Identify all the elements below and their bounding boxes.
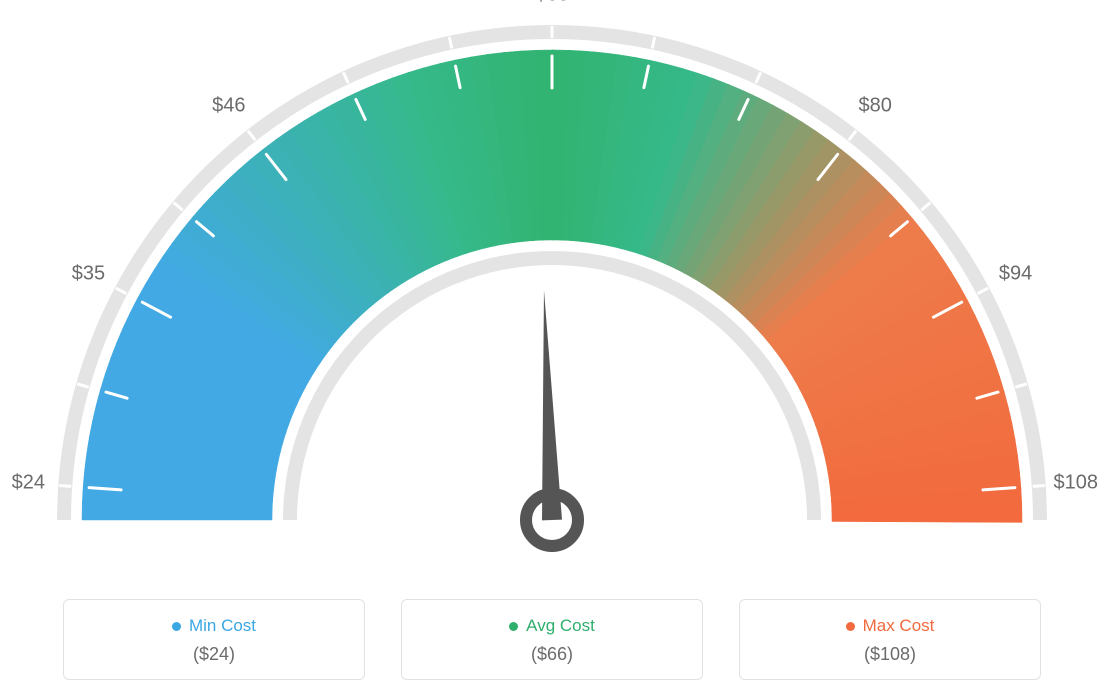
legend-card-avg: Avg Cost ($66) xyxy=(401,599,703,680)
legend-label-avg: Avg Cost xyxy=(526,616,595,636)
gauge-tick-label: $35 xyxy=(72,262,105,285)
gauge-chart: $24 $35 $46 $66 $80 $94 $108 xyxy=(0,0,1104,560)
gauge-tick-label: $108 xyxy=(1053,472,1098,495)
legend-dot-min xyxy=(172,622,181,631)
legend-dot-max xyxy=(846,622,855,631)
legend-card-max: Max Cost ($108) xyxy=(739,599,1041,680)
legend-title-avg: Avg Cost xyxy=(509,616,595,636)
gauge-tick-label: $46 xyxy=(212,95,245,118)
legend-dot-avg xyxy=(509,622,518,631)
legend-value-max: ($108) xyxy=(740,644,1040,665)
gauge-tick-label: $24 xyxy=(12,472,45,495)
gauge-tick-label: $80 xyxy=(859,95,892,118)
legend-title-min: Min Cost xyxy=(172,616,256,636)
legend-value-avg: ($66) xyxy=(402,644,702,665)
legend-card-min: Min Cost ($24) xyxy=(63,599,365,680)
legend-value-min: ($24) xyxy=(64,644,364,665)
legend: Min Cost ($24) Avg Cost ($66) Max Cost (… xyxy=(0,599,1104,680)
legend-title-max: Max Cost xyxy=(846,616,935,636)
gauge-svg xyxy=(0,0,1104,560)
root: $24 $35 $46 $66 $80 $94 $108 Min Cost ($24) Av… xyxy=(0,0,1104,690)
gauge-tick-label: $66 xyxy=(535,0,568,7)
legend-label-min: Min Cost xyxy=(189,616,256,636)
legend-label-max: Max Cost xyxy=(863,616,935,636)
gauge-tick-label: $94 xyxy=(999,262,1032,285)
